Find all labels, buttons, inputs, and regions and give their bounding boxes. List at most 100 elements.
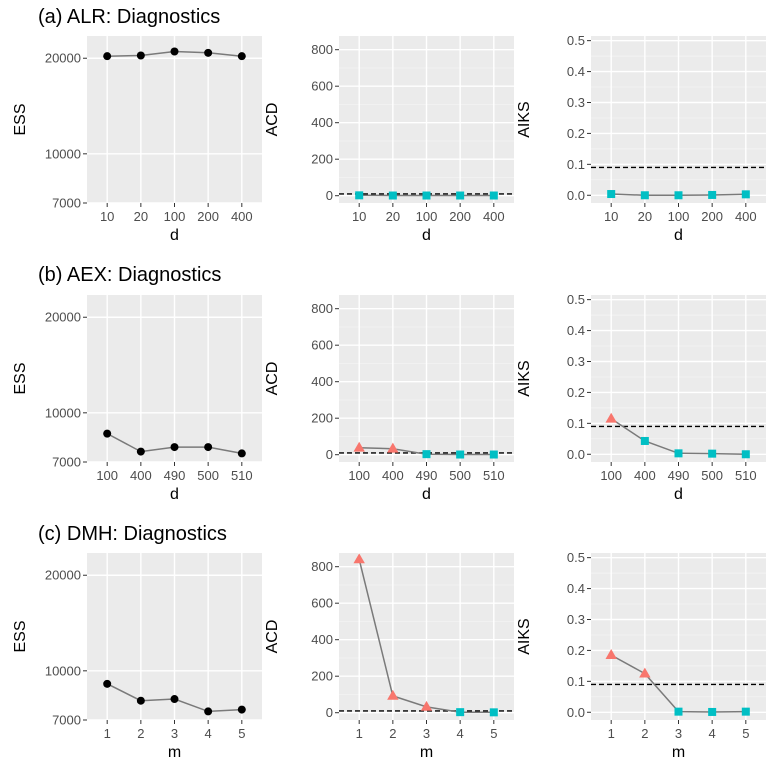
b-acd-x-tick-label: 490 — [416, 468, 438, 483]
b-ess-point-490 — [170, 443, 179, 452]
c-acd-point-1 — [353, 553, 365, 564]
c-acd-x-tick-label: 4 — [457, 726, 464, 741]
b-acd-y-tick-label: 600 — [311, 338, 333, 353]
a-aiks-x-tick-label: 200 — [701, 209, 723, 224]
a-acd-x-tick-label: 20 — [386, 209, 400, 224]
c-acd-x-tick-label: 5 — [490, 726, 497, 741]
a-ess-x-tick-label: 20 — [134, 209, 148, 224]
a-ess-y-tick-label: 20000 — [45, 51, 81, 66]
a-aiks-x-tick-label: 100 — [668, 209, 690, 224]
a-aiks-y-tick-label: 0.0 — [567, 188, 585, 203]
b-acd-point-490 — [422, 450, 431, 459]
a-acd-y-tick-label: 800 — [311, 42, 333, 57]
b-aiks-point-500 — [708, 449, 717, 458]
c-acd-x-axis-title: m — [420, 744, 433, 761]
c-aiks-y-tick-label: 0.0 — [567, 705, 585, 720]
b-ess-x-tick-label: 100 — [96, 468, 118, 483]
a-acd-point-200 — [456, 191, 465, 200]
b-aiks-x-tick-label: 490 — [668, 468, 690, 483]
c-aiks-x-axis-title: m — [672, 744, 685, 761]
b-acd-y-tick-label: 800 — [311, 301, 333, 316]
b-acd-x-tick-label: 400 — [382, 468, 404, 483]
c-aiks-point-5 — [741, 707, 750, 716]
b-aiks-y-tick-label: 0.1 — [567, 416, 585, 431]
panel-b-acd: 0 200 400 600 800 100 400 490 500 510 d ACD — [264, 295, 514, 503]
b-ess-point-510 — [237, 449, 246, 458]
b-acd-x-axis-title: d — [422, 486, 431, 503]
a-ess-point-100 — [170, 47, 179, 56]
b-acd-x-tick-label: 500 — [449, 468, 471, 483]
b-acd-point-510 — [489, 450, 498, 459]
b-aiks-point-400 — [640, 436, 649, 445]
a-aiks-y-tick-label: 0.4 — [567, 64, 585, 79]
c-aiks-y-tick-label: 0.1 — [567, 674, 585, 689]
a-ess-y-tick-label: 10000 — [45, 146, 81, 161]
c-ess-point-2 — [136, 696, 145, 705]
a-ess-x-tick-label: 200 — [197, 209, 219, 224]
a-acd-point-20 — [388, 191, 397, 200]
c-acd-point-5 — [489, 708, 498, 717]
row-title-a: (a) ALR: Diagnostics — [38, 6, 220, 28]
a-ess-point-400 — [237, 52, 246, 61]
c-ess-x-axis-title: m — [168, 744, 181, 761]
b-ess-y-tick-label: 20000 — [45, 310, 81, 325]
c-aiks-point-3 — [674, 707, 683, 716]
a-aiks-y-tick-label: 0.2 — [567, 126, 585, 141]
b-aiks-point-490 — [674, 449, 683, 458]
b-acd-x-tick-label: 100 — [348, 468, 370, 483]
c-ess-x-tick-label: 4 — [205, 726, 212, 741]
c-aiks-x-tick-label: 2 — [641, 726, 648, 741]
c-ess-point-3 — [170, 695, 179, 704]
a-acd-y-tick-label: 0 — [326, 188, 333, 203]
b-ess-x-tick-label: 510 — [231, 468, 253, 483]
c-aiks-y-tick-label: 0.4 — [567, 581, 585, 596]
b-aiks-y-tick-label: 0.4 — [567, 323, 585, 338]
a-acd-point-400 — [489, 191, 498, 200]
b-aiks-point-510 — [741, 450, 750, 459]
b-ess-y-tick-label: 10000 — [45, 405, 81, 420]
a-acd-x-tick-label: 400 — [483, 209, 505, 224]
c-aiks-y-tick-label: 0.3 — [567, 612, 585, 627]
panel-c-aiks: 0.0 0.1 0.2 0.3 0.4 0.5 1 2 3 4 5 m AIKS — [516, 550, 766, 761]
panel-c-acd: 0 200 400 600 800 1 2 3 4 5 m ACD — [264, 553, 514, 761]
c-acd-y-axis-title: ACD — [264, 620, 281, 654]
c-ess-y-tick-label: 10000 — [45, 663, 81, 678]
c-acd-y-tick-label: 0 — [326, 705, 333, 720]
a-acd-y-axis-title: ACD — [264, 103, 281, 137]
a-ess-point-20 — [136, 51, 145, 60]
panel-a-acd: 0 200 400 600 800 10 20 100 200 400 d ACD — [264, 36, 514, 244]
panel-a-aiks: 0.0 0.1 0.2 0.3 0.4 0.5 10 20 100 200 400 d AIKS — [516, 33, 766, 244]
b-aiks-y-tick-label: 0.5 — [567, 292, 585, 307]
b-aiks-x-tick-label: 100 — [600, 468, 622, 483]
b-ess-y-tick-label: 7000 — [52, 455, 81, 470]
panel-c-ess: 7000 10000 20000 1 2 3 4 5 m ESS — [12, 553, 262, 761]
c-aiks-x-tick-label: 4 — [709, 726, 716, 741]
b-ess-x-tick-label: 490 — [164, 468, 186, 483]
c-ess-point-4 — [204, 707, 213, 716]
a-ess-x-tick-label: 10 — [100, 209, 114, 224]
c-aiks-x-tick-label: 3 — [675, 726, 682, 741]
b-acd-y-tick-label: 0 — [326, 447, 333, 462]
c-acd-x-tick-label: 3 — [423, 726, 430, 741]
a-aiks-x-axis-title: d — [674, 227, 683, 244]
b-aiks-y-tick-label: 0.2 — [567, 385, 585, 400]
c-ess-point-5 — [237, 705, 246, 714]
b-acd-point-500 — [456, 450, 465, 459]
b-aiks-x-tick-label: 400 — [634, 468, 656, 483]
c-acd-y-tick-label: 200 — [311, 669, 333, 684]
a-acd-y-tick-label: 200 — [311, 152, 333, 167]
c-aiks-y-axis-title: AIKS — [516, 618, 533, 654]
a-acd-x-axis-title: d — [422, 227, 431, 244]
c-aiks-point-1 — [605, 649, 617, 659]
a-aiks-point-400 — [741, 190, 750, 199]
row-title-b: (b) AEX: Diagnostics — [38, 264, 221, 286]
a-ess-point-200 — [204, 48, 213, 57]
c-aiks-x-tick-label: 5 — [742, 726, 749, 741]
panel-a-ess: 7000 10000 20000 10 20 100 200 400 d ESS — [12, 36, 262, 244]
c-acd-point-4 — [456, 708, 465, 717]
c-aiks-point-2 — [639, 667, 651, 678]
c-ess-x-tick-label: 1 — [104, 726, 111, 741]
b-ess-x-axis-title: d — [170, 486, 179, 503]
row-title-c: (c) DMH: Diagnostics — [38, 523, 227, 545]
a-acd-x-tick-label: 10 — [352, 209, 366, 224]
